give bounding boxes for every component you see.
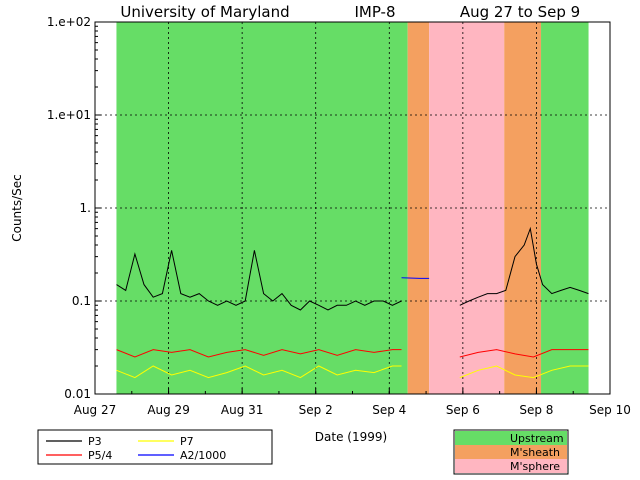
- title-institution: University of Maryland: [120, 3, 289, 21]
- x-axis-label: Date (1999): [315, 430, 387, 444]
- series-legend: P3 P7 P5/4 A2/1000: [37, 429, 273, 465]
- y-tick-label-0-01: 0.01: [64, 387, 91, 401]
- y-tick-label-1: 1.: [80, 201, 91, 215]
- region-legend-upstream-swatch: [455, 431, 567, 445]
- series-line-a2-1000-4: [401, 277, 430, 279]
- x-axis-ticks: Aug 27 Aug 29 Aug 31 Sep 2 Sep 4 Sep 6 Sep 8 Se…: [74, 388, 631, 417]
- y-tick-label-1-e-02: 1.e+02: [47, 15, 91, 29]
- region-legend-msheath-swatch: [455, 445, 567, 459]
- x-tick-label-sep-4: Sep 4: [372, 403, 406, 417]
- series-legend-box: [37, 429, 273, 465]
- x-tick-label-aug-31: Aug 31: [221, 403, 264, 417]
- grid-lines: [95, 22, 610, 394]
- title-spacecraft: IMP-8: [354, 3, 395, 21]
- region-legend-msheath-label: M'sheath: [510, 446, 560, 459]
- region-band-m-sheath-1: [407, 22, 430, 394]
- y-axis-ticks: 1.e+02 1.e+01 1. 0.1 0.01: [47, 15, 101, 401]
- region-band-upstream-0: [116, 22, 408, 394]
- series-line-p3-1: [459, 226, 589, 306]
- y-axis-label: Counts/Sec: [10, 174, 24, 242]
- x-tick-label-sep-2: Sep 2: [299, 403, 333, 417]
- series-line-p5-4-1: [459, 349, 589, 358]
- region-legend: Upstream M'sheath M'sphere: [453, 429, 569, 475]
- region-legend-msphere-label: M'sphere: [510, 460, 560, 473]
- region-legend-upstream-label: Upstream: [510, 432, 564, 445]
- x-tick-label-aug-27: Aug 27: [74, 403, 117, 417]
- series-line-p3-0: [116, 250, 402, 311]
- legend-label-p7: P7: [180, 435, 194, 448]
- data-series: [116, 226, 589, 379]
- x-tick-label-sep-6: Sep 6: [446, 403, 480, 417]
- y-tick-label-0-1: 0.1: [72, 294, 91, 308]
- x-tick-label-sep-10: Sep 10: [589, 403, 631, 417]
- region-legend-msphere-swatch: [455, 459, 567, 473]
- region-bands: [116, 22, 589, 394]
- y-tick-label-1-e-01: 1.e+01: [47, 108, 91, 122]
- series-line-p7-1: [459, 365, 589, 379]
- series-line-p7-0: [116, 365, 402, 379]
- legend-label-p3: P3: [88, 435, 102, 448]
- x-tick-label-sep-8: Sep 8: [519, 403, 553, 417]
- legend-label-a2-1000: A2/1000: [180, 449, 226, 462]
- x-tick-label-aug-29: Aug 29: [147, 403, 190, 417]
- title-date-range: Aug 27 to Sep 9: [460, 3, 580, 21]
- series-line-p5-4-0: [116, 349, 402, 358]
- legend-label-p5-4: P5/4: [88, 449, 112, 462]
